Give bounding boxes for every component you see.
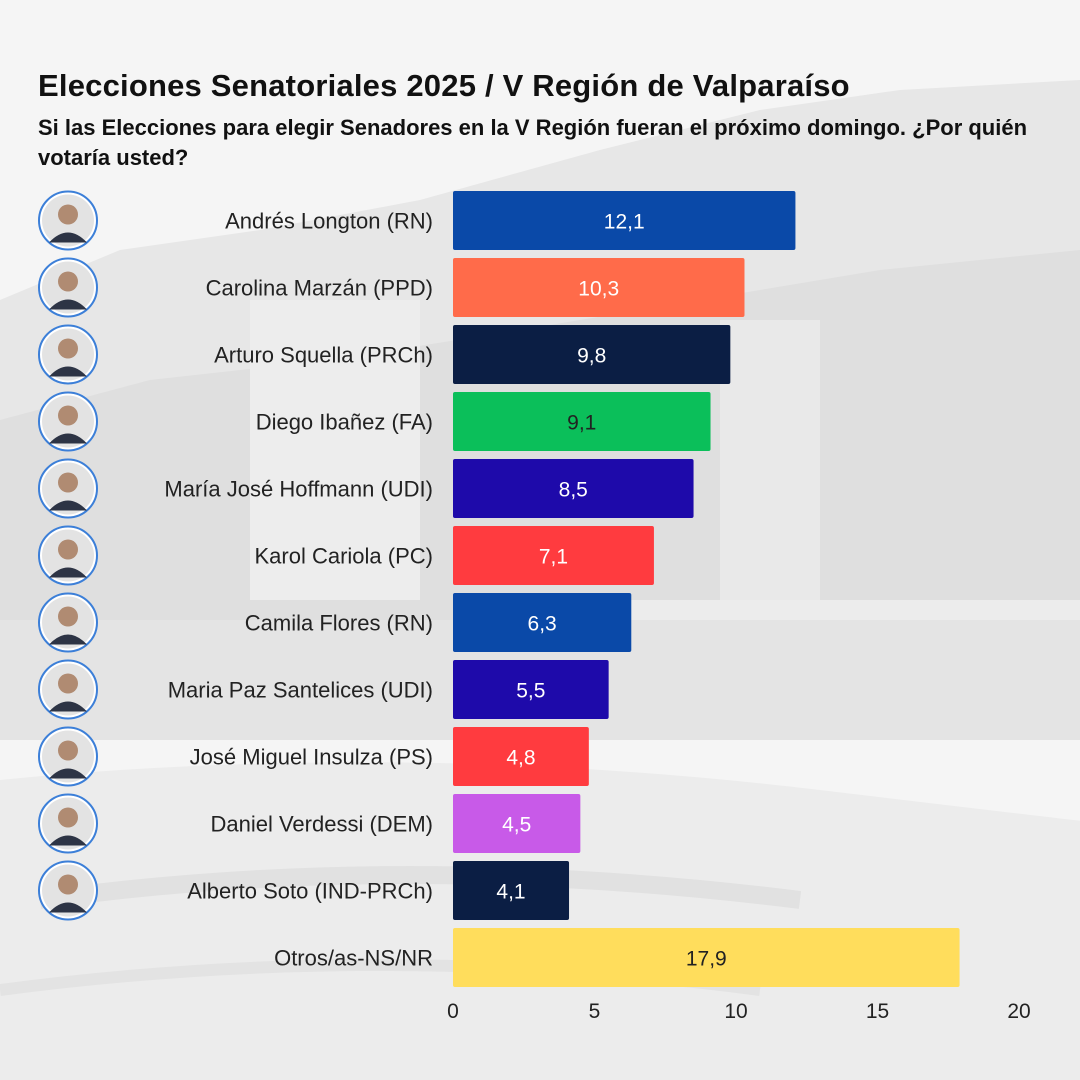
category-label-9: José Miguel Insulza (PS) — [190, 745, 433, 770]
bar-5 — [453, 459, 694, 518]
value-label-1: 12,1 — [604, 211, 645, 234]
candidate-photo-8 — [38, 659, 98, 720]
bar-11 — [453, 861, 570, 920]
bar-10 — [453, 794, 581, 853]
value-label-3: 9,8 — [577, 345, 606, 368]
candidate-photo-5 — [38, 458, 98, 519]
value-label-6: 7,1 — [539, 546, 568, 569]
candidate-photo-9 — [38, 726, 98, 787]
candidate-photo-1 — [38, 190, 98, 251]
category-label-4: Diego Ibañez (FA) — [256, 410, 433, 435]
bar-2 — [453, 258, 745, 317]
value-label-11: 4,1 — [496, 881, 525, 904]
candidate-photo-6 — [38, 525, 98, 586]
bar-3 — [453, 325, 731, 384]
category-label-2: Carolina Marzán (PPD) — [206, 276, 433, 301]
bar-8 — [453, 660, 609, 719]
value-label-9: 4,8 — [506, 747, 535, 770]
value-label-5: 8,5 — [559, 479, 588, 502]
candidate-photo-2 — [38, 257, 98, 318]
x-tick-5: 5 — [589, 1000, 601, 1023]
value-label-7: 6,3 — [528, 613, 557, 636]
category-label-11: Alberto Soto (IND-PRCh) — [187, 879, 433, 904]
x-tick-15: 15 — [866, 1000, 889, 1023]
value-label-10: 4,5 — [502, 814, 531, 837]
bar-6 — [453, 526, 654, 585]
bar-4 — [453, 392, 711, 451]
x-tick-10: 10 — [724, 1000, 747, 1023]
bar-12 — [453, 928, 960, 987]
candidate-photo-11 — [38, 860, 98, 921]
bar-1 — [453, 191, 796, 250]
category-label-3: Arturo Squella (PRCh) — [214, 343, 433, 368]
value-label-2: 10,3 — [578, 278, 619, 301]
value-label-4: 9,1 — [567, 412, 596, 435]
chart-title: Elecciones Senatoriales 2025 / V Región … — [38, 68, 850, 103]
candidate-photo-4 — [38, 391, 98, 452]
category-label-6: Karol Cariola (PC) — [255, 544, 434, 569]
bar-7 — [453, 593, 632, 652]
candidate-photo-10 — [38, 793, 98, 854]
bar-9 — [453, 727, 589, 786]
value-label-12: 17,9 — [686, 948, 727, 971]
category-label-8: Maria Paz Santelices (UDI) — [168, 678, 433, 703]
category-label-5: María José Hoffmann (UDI) — [164, 477, 433, 502]
x-tick-20: 20 — [1007, 1000, 1030, 1023]
category-label-10: Daniel Verdessi (DEM) — [210, 812, 433, 837]
candidate-photo-3 — [38, 324, 98, 385]
category-label-7: Camila Flores (RN) — [245, 611, 433, 636]
value-label-8: 5,5 — [516, 680, 545, 703]
category-label-1: Andrés Longton (RN) — [225, 209, 433, 234]
category-label-12: Otros/as-NS/NR — [274, 946, 433, 971]
candidate-photo-7 — [38, 592, 98, 653]
chart-subtitle: Si las Elecciones para elegir Senadores … — [38, 115, 1028, 170]
x-tick-0: 0 — [447, 1000, 459, 1023]
